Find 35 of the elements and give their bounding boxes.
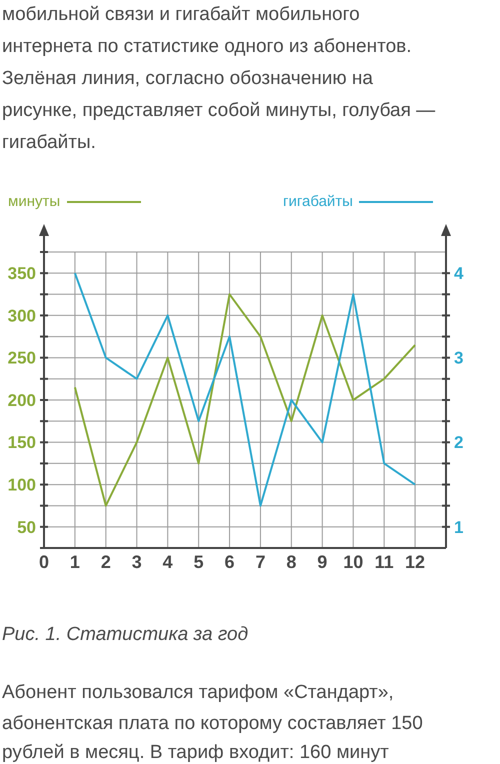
x-tick-label: 6 [224, 552, 235, 572]
text: абонентская плата по которому составляет 150 [2, 713, 423, 734]
x-tick-label: 11 [374, 552, 394, 572]
y-tick-label: 50 [17, 518, 36, 537]
y2-tick-label: 3 [454, 348, 464, 368]
text: Рис. 1. Статистика за год [2, 624, 248, 645]
text: рисунке, представляет собой минуты, голубая — [2, 100, 436, 121]
legend-label: минуты [8, 193, 60, 210]
y-tick-label: 100 [8, 476, 36, 495]
x-tick-label: 7 [255, 552, 266, 572]
x-tick-label: 12 [405, 552, 426, 572]
legend-label: гигабайты [283, 193, 353, 210]
text: Абонент пользовался тарифом «Стандарт», [2, 682, 394, 703]
y-tick-label: 200 [8, 390, 36, 410]
y-tick-label: 350 [8, 264, 36, 284]
text: интернета по статистике одного из абонентов. [2, 36, 412, 57]
text: мобильной связи и гигабайт мобильного [2, 4, 360, 25]
x-tick-label: 4 [162, 552, 173, 572]
x-tick-label: 3 [132, 552, 142, 572]
x-tick-label: 2 [100, 552, 111, 572]
y-tick-label: 150 [8, 433, 36, 452]
x-tick-label: 9 [317, 552, 328, 572]
y2-tick-label: 2 [454, 433, 464, 452]
y-tick-label: 250 [8, 348, 36, 368]
text: Зелёная линия, согласно обозначению на [2, 68, 374, 89]
y2-tick-label: 4 [454, 264, 464, 284]
x-tick-label: 1 [70, 552, 80, 572]
y2-tick-label: 1 [454, 518, 464, 537]
y-tick-label: 300 [8, 306, 36, 326]
x-tick-label: 10 [343, 552, 364, 572]
x-tick-label: 5 [194, 552, 204, 572]
text: рублей в месяц. В тариф входит: 160 минут [2, 742, 390, 763]
x-tick-label: 0 [38, 552, 50, 572]
text: гигабайты. [2, 132, 96, 153]
x-tick-label: 8 [286, 552, 296, 572]
